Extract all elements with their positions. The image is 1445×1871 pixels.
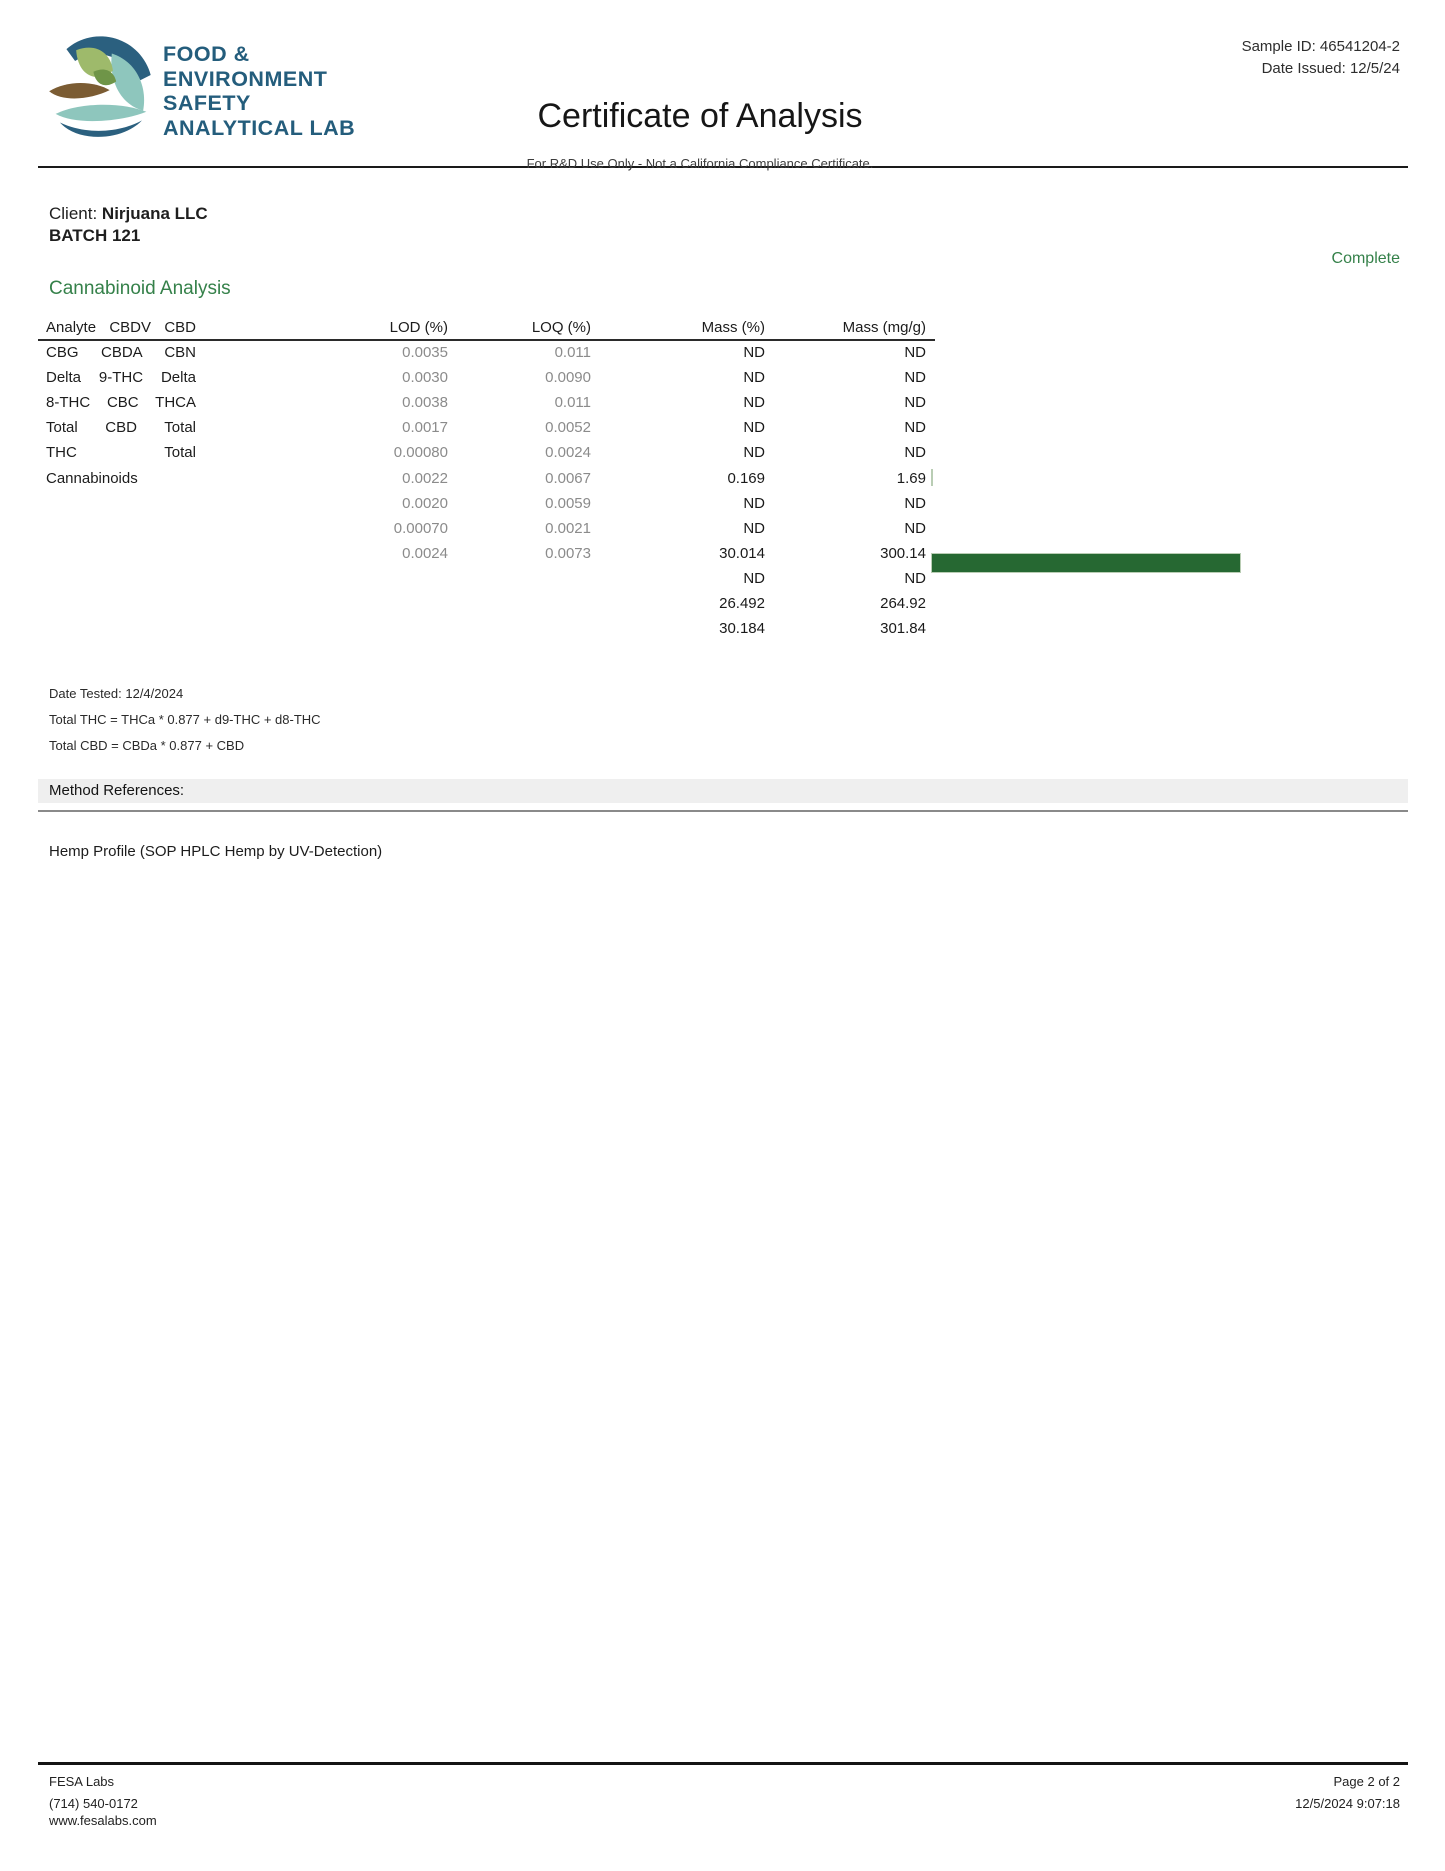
sample-meta: Sample ID: 46541204-2 Date Issued: 12/5/… [1242, 36, 1400, 80]
lod-header: LOD (%) [389, 319, 448, 336]
lab-logo [47, 34, 155, 142]
analyte-line: THC Total [46, 444, 196, 462]
mass-percent-column: Mass (%) ND ND ND ND ND 0.169 ND ND 30.014 ND 26.4… [645, 315, 765, 637]
mass-percent-value: ND [743, 444, 765, 462]
analyte-line: Total CBD Total [46, 419, 196, 437]
mass-percent-values: ND ND ND ND ND 0.169 ND ND 30.014 ND 26.492 30.184 [645, 340, 765, 637]
mass-percent-value: ND [743, 519, 765, 537]
mass-percent-value: ND [743, 369, 765, 387]
mass-mgg-value: 264.92 [880, 595, 926, 613]
mass-mgg-value: 300.14 [880, 544, 926, 562]
mass-mgg-value: 301.84 [880, 620, 926, 638]
mass-mgg-value: ND [904, 369, 926, 387]
client-name: Nirjuana LLC [101, 204, 208, 223]
batch-label: BATCH 121 [49, 226, 141, 245]
brand-line: ANALYTICAL LAB [163, 115, 356, 140]
loq-value: 0.0052 [545, 419, 591, 437]
mass-mgg-values: ND ND ND ND ND 1.69 ND ND 300.14 ND 264.92 301.84 [796, 340, 926, 637]
loq-value: 0.011 [554, 394, 591, 412]
date-tested: Date Tested: 12/4/2024 [49, 686, 184, 701]
brand-line: ENVIRONMENT [163, 66, 328, 91]
loq-value: 0.0059 [545, 494, 591, 512]
mass-percent-value: ND [743, 494, 765, 512]
lod-value: 0.00070 [393, 519, 448, 537]
mass-percent-value: 26.492 [719, 595, 765, 613]
brand-line: FOOD & [163, 42, 250, 66]
lod-value: 0.0030 [402, 369, 448, 387]
mass-mgg-column: Mass (mg/g) ND ND ND ND ND 1.69 ND ND 300.14 ND 26… [796, 315, 926, 637]
client-line: Client: Nirjuana LLC [49, 204, 208, 224]
analyte-line: CBG CBDA CBN [46, 344, 196, 362]
mass-mgg-value: ND [904, 519, 926, 537]
loq-value: 0.0073 [545, 544, 591, 562]
mass-mgg-header: Mass (mg/g) [842, 319, 926, 336]
brand-line: SAFETY [163, 91, 251, 115]
total-thc-formula: Total THC = THCa * 0.877 + d9-THC + d8-T… [49, 712, 321, 727]
mass-mgg-value: ND [904, 444, 926, 462]
sample-id: Sample ID: 46541204-2 [1241, 38, 1400, 55]
footer-phone: (714) 540-0172 [49, 1796, 138, 1811]
lod-value: 0.0017 [402, 419, 448, 437]
loq-header: LOQ (%) [531, 319, 591, 336]
mass-mgg-value: 1.69 [896, 469, 926, 487]
mass-mgg-value: ND [904, 394, 926, 412]
analyte-line: 8-THC CBC THCA [46, 394, 196, 412]
total-cbd-formula: Total CBD = CBDa * 0.877 + CBD [49, 738, 245, 753]
loq-value: 0.0021 [545, 519, 591, 537]
status-badge: Complete [1331, 250, 1400, 267]
footer-timestamp: 12/5/2024 9:07:18 [1295, 1796, 1400, 1811]
lab-logo-graphic [48, 35, 154, 141]
mass-percent-header: Mass (%) [701, 319, 765, 336]
loq-value: 0.0090 [545, 369, 591, 387]
loq-values: 0.011 0.0090 0.011 0.0052 0.0024 0.0067 0.0059… [471, 340, 591, 562]
method-profile: Hemp Profile (SOP HPLC Hemp by UV-Detect… [49, 843, 383, 860]
brand-text: FOOD & ENVIRONMENT SAFETY ANALYTICAL LAB [163, 42, 355, 140]
footer-website: www.fesalabs.com [49, 1813, 157, 1828]
client-label: Client: [49, 204, 98, 223]
section-heading: Cannabinoid Analysis [49, 278, 231, 299]
method-divider-line [38, 810, 1408, 812]
lod-value: 0.0038 [402, 394, 448, 412]
footer-lab-name: FESA Labs [49, 1774, 115, 1789]
method-references-band [38, 779, 1408, 803]
mass-mgg-value: ND [904, 494, 926, 512]
footer-page-number: Page 2 of 2 [1333, 1774, 1401, 1789]
mass-percent-value: 30.184 [719, 620, 765, 638]
loq-column: LOQ (%) 0.011 0.0090 0.011 0.0052 0.0024 0.00… [471, 315, 591, 562]
analyte-column: Analyte CBDV CBD CBG CBDA CBN Delta 9-THC … [46, 315, 196, 491]
analyte-line: Analyte CBDV CBD [46, 319, 196, 336]
table-header-rule [38, 339, 935, 341]
mass-percent-value: ND [743, 394, 765, 412]
mass-percent-value: ND [743, 419, 765, 437]
lod-value: 0.0020 [402, 494, 448, 512]
lod-value: 0.0035 [402, 344, 448, 362]
mass-percent-value: ND [743, 569, 765, 587]
lod-column: LOD (%) 0.0035 0.0030 0.0038 0.0017 0.00080 0… [328, 315, 448, 562]
header-divider-line [38, 166, 1408, 168]
document-title: Certificate of Analysis [537, 97, 863, 135]
lod-value: 0.0024 [402, 544, 448, 562]
mass-percent-value: 30.014 [719, 544, 765, 562]
footer-rule [38, 1762, 1408, 1765]
mass-mgg-value: ND [904, 569, 926, 587]
mass-percent-value: 0.169 [727, 469, 765, 487]
lod-value: 0.00080 [393, 444, 448, 462]
loq-value: 0.0067 [545, 469, 591, 487]
document-subtitle: For R&D Use Only - Not a California Comp… [526, 156, 874, 171]
mass-mgg-value: ND [904, 419, 926, 437]
lod-value: 0.0022 [402, 469, 448, 487]
date-issued: Date Issued: 12/5/24 [1261, 60, 1400, 77]
method-references-heading: Method References: [49, 782, 185, 799]
mass-bar [931, 553, 1241, 573]
lod-values: 0.0035 0.0030 0.0038 0.0017 0.00080 0.0022 0.0… [328, 340, 448, 562]
loq-value: 0.0024 [545, 444, 591, 462]
mass-percent-value: ND [743, 344, 765, 362]
analyte-line: Delta 9-THC Delta [46, 369, 196, 387]
mass-bar [931, 469, 933, 486]
mass-mgg-value: ND [904, 344, 926, 362]
analyte-line: Cannabinoids [46, 469, 138, 487]
loq-value: 0.011 [554, 344, 591, 362]
